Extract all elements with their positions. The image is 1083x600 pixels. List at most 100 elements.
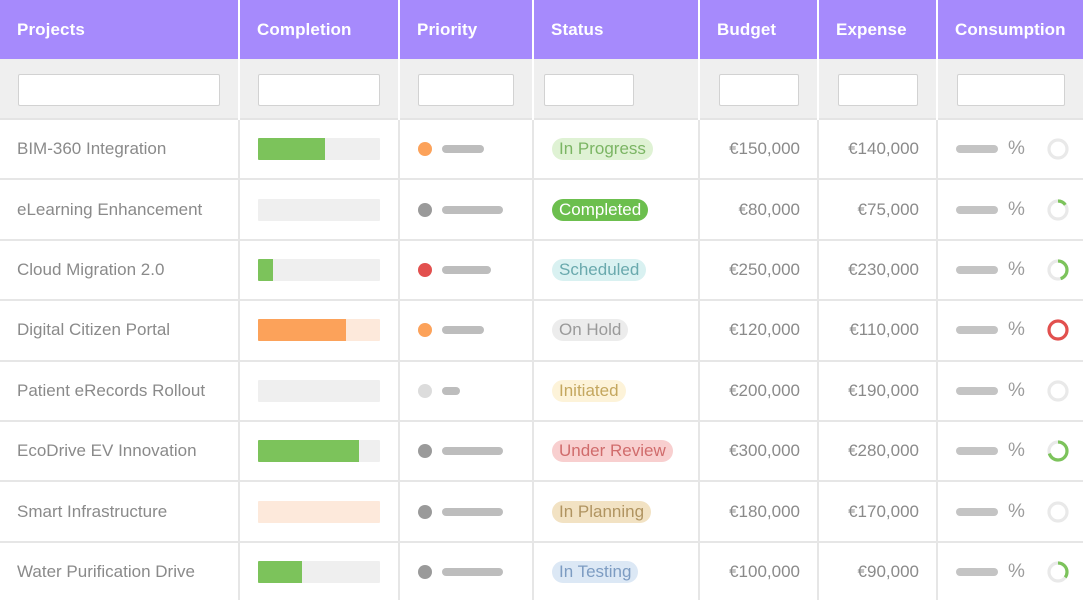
status-cell: Under Review bbox=[534, 421, 700, 481]
priority-dot-icon bbox=[418, 444, 432, 459]
expense-value: €280,000 bbox=[848, 441, 919, 461]
completion-bar bbox=[258, 379, 380, 402]
expense-cell: €90,000 bbox=[819, 542, 938, 600]
priority-dot-icon bbox=[418, 202, 432, 217]
filter-input-expense[interactable] bbox=[837, 73, 918, 106]
expense-value: €110,000 bbox=[849, 320, 919, 340]
completion-cell bbox=[240, 180, 400, 239]
priority-cell bbox=[400, 120, 534, 179]
priority-cell bbox=[400, 542, 534, 600]
filter-input-budget[interactable] bbox=[718, 73, 799, 106]
filter-cell-expense bbox=[819, 59, 938, 120]
filter-input-consumption[interactable] bbox=[956, 73, 1065, 106]
priority-dot-icon bbox=[418, 504, 432, 519]
column-header-projects[interactable]: Projects bbox=[0, 0, 240, 59]
budget-value: €100,000 bbox=[729, 561, 800, 581]
completion-cell bbox=[240, 482, 400, 541]
consumption-cell: % bbox=[938, 422, 1083, 480]
project-name: Water Purification Drive bbox=[17, 561, 195, 581]
project-name: BIM-360 Integration bbox=[17, 139, 167, 159]
percent-sign: % bbox=[1008, 440, 1025, 462]
consumption-cell: % bbox=[938, 482, 1083, 540]
completion-bar bbox=[258, 198, 380, 221]
table-row[interactable]: Smart Infrastructure In Planning €180,000 €… bbox=[0, 482, 1083, 543]
priority-bar bbox=[442, 145, 484, 154]
budget-value: €300,000 bbox=[729, 441, 800, 461]
priority-dot-icon bbox=[418, 262, 432, 277]
completion-bar bbox=[258, 138, 380, 161]
expense-cell: €190,000 bbox=[819, 361, 938, 420]
filter-input-priority[interactable] bbox=[418, 73, 514, 106]
column-header-expense[interactable]: Expense bbox=[819, 0, 938, 59]
consumption-ring-icon bbox=[1047, 259, 1069, 281]
project-name: Digital Citizen Portal bbox=[17, 320, 171, 340]
percent-sign: % bbox=[1008, 138, 1025, 160]
project-name-cell: Digital Citizen Portal bbox=[0, 301, 240, 360]
consumption-ring-icon bbox=[1047, 138, 1069, 160]
completion-bar-fill bbox=[258, 258, 273, 281]
project-name: eLearning Enhancement bbox=[17, 199, 203, 219]
status-badge: In Planning bbox=[552, 500, 652, 523]
consumption-cell: % bbox=[938, 543, 1083, 600]
budget-cell: €300,000 bbox=[700, 421, 819, 481]
consumption-cell: % bbox=[938, 241, 1083, 299]
budget-value: €120,000 bbox=[729, 320, 800, 340]
priority-cell bbox=[400, 361, 534, 420]
percent-sign: % bbox=[1008, 198, 1025, 220]
budget-cell: €150,000 bbox=[700, 120, 819, 179]
budget-cell: €80,000 bbox=[700, 180, 819, 239]
priority-dot-icon bbox=[418, 323, 432, 338]
expense-value: €90,000 bbox=[857, 561, 919, 581]
percent-sign: % bbox=[1008, 379, 1025, 401]
budget-cell: €200,000 bbox=[700, 361, 819, 420]
expense-cell: €280,000 bbox=[819, 421, 938, 481]
consumption-bar bbox=[956, 265, 998, 274]
consumption-ring-icon bbox=[1047, 319, 1069, 341]
status-cell: On Hold bbox=[534, 301, 700, 360]
completion-bar bbox=[258, 258, 380, 281]
table-row[interactable]: Cloud Migration 2.0 Scheduled €250,000 €230… bbox=[0, 240, 1083, 302]
completion-cell bbox=[240, 301, 400, 360]
column-header-budget[interactable]: Budget bbox=[700, 0, 819, 59]
consumption-bar bbox=[956, 507, 998, 516]
consumption-ring-icon bbox=[1047, 380, 1069, 402]
table-row[interactable]: EcoDrive EV Innovation Under Review €300,0… bbox=[0, 421, 1083, 483]
completion-cell bbox=[240, 542, 400, 600]
table-row[interactable]: eLearning Enhancement Completed €80,000 €75… bbox=[0, 180, 1083, 241]
status-badge: On Hold bbox=[552, 319, 629, 342]
consumption-bar bbox=[956, 386, 998, 395]
column-header-completion[interactable]: Completion bbox=[240, 0, 400, 59]
filter-row bbox=[0, 59, 1083, 120]
consumption-ring-icon bbox=[1047, 561, 1069, 583]
completion-bar-fill bbox=[258, 138, 326, 161]
consumption-bar bbox=[956, 447, 998, 456]
column-header-consumption[interactable]: Consumption bbox=[955, 19, 1066, 39]
priority-bar bbox=[442, 386, 460, 395]
column-header-priority[interactable]: Priority bbox=[400, 0, 534, 59]
status-cell: In Testing bbox=[534, 542, 700, 600]
completion-cell bbox=[240, 361, 400, 420]
budget-value: €180,000 bbox=[729, 501, 800, 521]
filter-cell-status bbox=[534, 59, 700, 120]
status-cell: Initiated bbox=[534, 361, 700, 420]
filter-cell-consumption bbox=[938, 59, 1083, 120]
column-header-status[interactable]: Status bbox=[534, 0, 700, 59]
project-name-cell: EcoDrive EV Innovation bbox=[0, 421, 240, 481]
consumption-bar bbox=[956, 205, 998, 214]
filter-input-completion[interactable] bbox=[258, 73, 380, 106]
expense-value: €75,000 bbox=[857, 199, 919, 219]
table-row[interactable]: Water Purification Drive In Testing €100,0… bbox=[0, 542, 1083, 600]
status-cell: In Planning bbox=[534, 482, 700, 541]
project-name: Patient eRecords Rollout bbox=[17, 380, 206, 400]
filter-input-status[interactable] bbox=[544, 73, 634, 106]
budget-value: €200,000 bbox=[729, 380, 800, 400]
status-badge: Under Review bbox=[552, 440, 673, 463]
filter-input-projects[interactable] bbox=[18, 73, 220, 106]
completion-bar-fill bbox=[258, 560, 302, 583]
budget-cell: €250,000 bbox=[700, 240, 819, 300]
table-row[interactable]: BIM-360 Integration In Progress €150,000 €1… bbox=[0, 120, 1083, 181]
table-row[interactable]: Digital Citizen Portal On Hold €120,000 €11… bbox=[0, 301, 1083, 362]
project-name: Cloud Migration 2.0 bbox=[17, 259, 165, 279]
table-row[interactable]: Patient eRecords Rollout Initiated €200,00… bbox=[0, 361, 1083, 422]
